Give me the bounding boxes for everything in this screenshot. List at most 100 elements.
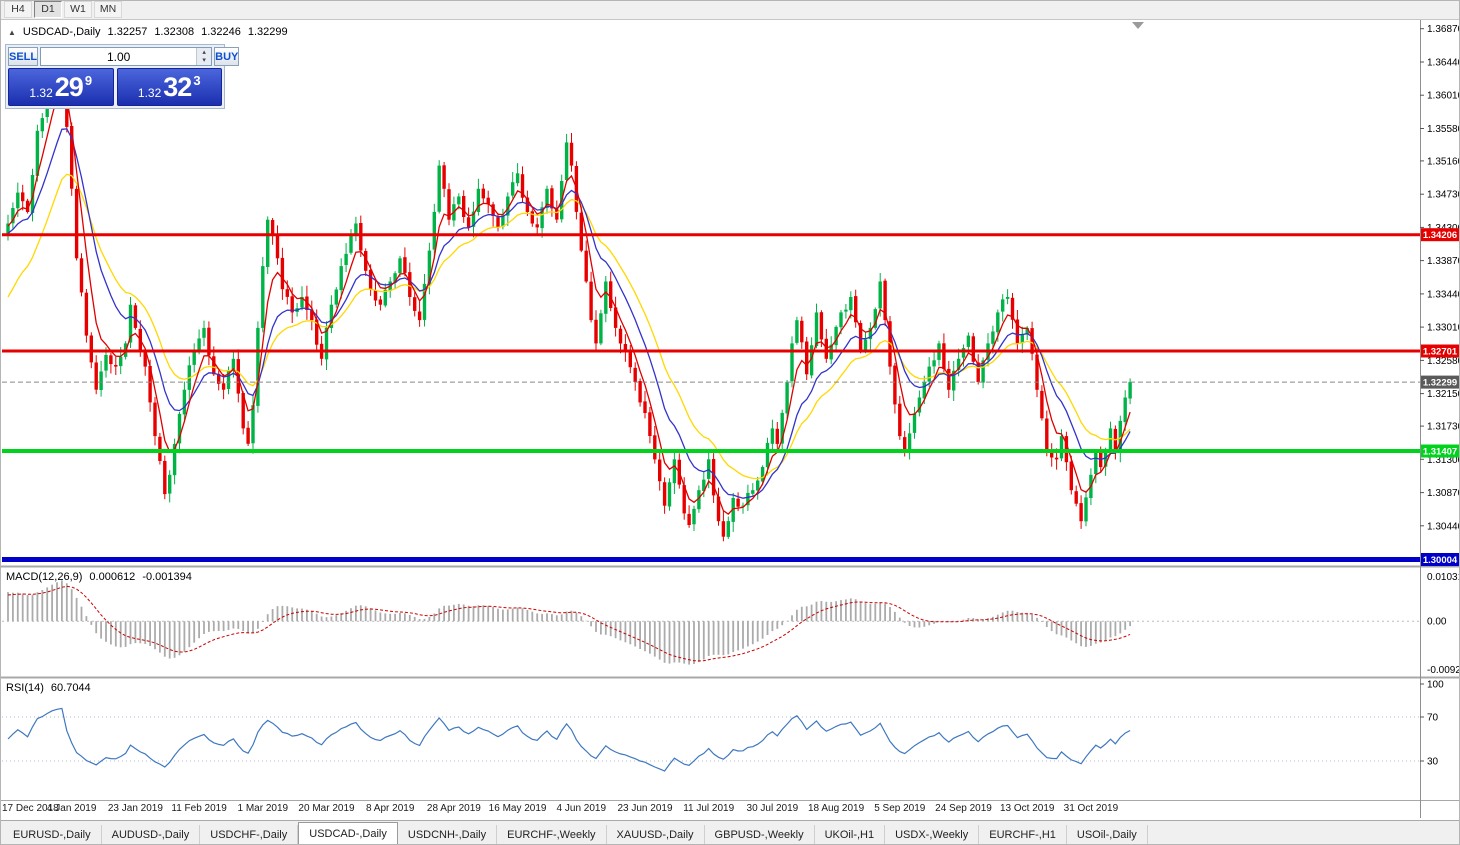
chart-tab-bar: EURUSD-,Daily AUDUSD-,Daily USDCHF-,Daily U… [0,820,1460,845]
price-tag-text: 1.30004 [1423,555,1458,566]
date-label: 4 Jan 2019 [47,803,97,814]
date-label: 17 Dec 2018 [2,803,59,814]
timeframe-toolbar: H4 D1 W1 MN [0,0,1460,20]
price-tag-1.32299 [1421,375,1459,389]
date-label: 24 Sep 2019 [935,803,992,814]
ohlc-high: 1.32308 [154,26,195,38]
price-axis-tick: 1.35580 [1427,124,1460,135]
sell-price-button[interactable]: 1.32 29 9 [8,68,114,106]
ohlc-low: 1.32246 [201,26,241,38]
price-axis-tick: 1.36870 [1427,24,1460,35]
chart-tab-ukoil-h1[interactable]: UKOil-,H1 [815,825,886,845]
chart-tab-xauusd-daily[interactable]: XAUUSD-,Daily [607,825,705,845]
rsi-label: RSI(14) 60.7044 [6,682,91,694]
price-axis-tick: 1.36010 [1427,91,1460,102]
sell-price-big: 29 [54,72,84,102]
price-axis-tick: 1.30440 [1427,521,1460,532]
price-tag-1.34206 [1421,228,1459,242]
macd-label: MACD(12,26,9) 0.000612 -0.001394 [6,571,192,583]
volume-down-button[interactable]: ▾ [197,56,212,65]
chart-tab-usoil-daily[interactable]: USOil-,Daily [1067,825,1148,845]
chart-tab-audusd-daily[interactable]: AUDUSD-,Daily [102,825,201,845]
price-axis-tick: 1.31300 [1427,455,1460,466]
rsi-value: 60.7044 [50,682,91,694]
moving-average-20 [7,173,1131,480]
price-axis-tick: 1.31730 [1427,422,1460,433]
price-tag-1.31407 [1421,444,1459,458]
date-label: 16 May 2019 [489,803,547,814]
rsi-axis-tick: 70 [1427,713,1439,724]
one-click-toggle-icon[interactable]: ▲ [8,27,16,37]
date-label: 5 Sep 2019 [874,803,926,814]
sell-button[interactable]: SELL [8,47,39,66]
volume-field: ▴ ▾ [40,47,213,66]
date-label: 11 Feb 2019 [171,803,227,814]
price-axis-tick: 1.33010 [1427,323,1460,334]
volume-spinner: ▴ ▾ [196,48,212,65]
price-axis-tick: 1.32580 [1427,356,1460,367]
symbol-header: ▲ USDCAD-,Daily 1.32257 1.32308 1.32246 … [8,26,288,38]
date-label: 1 Mar 2019 [238,803,289,814]
price-tag-text: 1.31407 [1423,447,1457,458]
one-click-trading-panel: SELL ▴ ▾ BUY 1.32 29 9 1.32 32 3 [5,44,240,109]
ohlc-close: 1.32299 [247,26,288,38]
chart-shift-marker[interactable] [1132,22,1144,29]
price-axis-tick: 1.30870 [1427,488,1460,499]
date-label: 18 Aug 2019 [808,803,865,814]
macd-name: MACD(12,26,9) [6,571,83,583]
price-axis-tick: 1.36440 [1427,58,1460,69]
date-label: 8 Apr 2019 [366,803,415,814]
price-tag-text: 1.32701 [1423,347,1458,358]
rsi-name: RSI(14) [6,682,44,694]
date-label: 23 Jan 2019 [108,803,163,814]
date-label: 28 Apr 2019 [427,803,481,814]
moving-average-12 [7,128,1131,499]
buy-button[interactable]: BUY [214,47,240,66]
timeframe-button-mn[interactable]: MN [94,1,122,18]
chart-tab-usdchf-daily[interactable]: USDCHF-,Daily [200,825,299,845]
chart-tab-eurchf-weekly[interactable]: EURCHF-,Weekly [497,825,607,845]
price-tag-text: 1.32299 [1423,378,1457,389]
chart-tab-eurusd-daily[interactable]: EURUSD-,Daily [3,825,102,845]
price-axis-tick: 1.35160 [1427,156,1460,167]
macd-signal-value: -0.001394 [142,571,192,583]
macd-axis-bottom: -0.009201 [1427,665,1460,676]
chart-tab-usdx-weekly[interactable]: USDX-,Weekly [885,825,980,845]
chart-tab-gbpusd-weekly[interactable]: GBPUSD-,Weekly [705,825,815,845]
rsi-line [7,707,1131,772]
ohlc-open: 1.32257 [107,26,148,38]
chart-background [0,20,1460,818]
macd-signal-line [7,585,1131,662]
timeframe-button-h4[interactable]: H4 [4,1,32,18]
buy-price-button[interactable]: 1.32 32 3 [116,68,222,106]
price-tag-1.32701 [1421,344,1459,358]
price-axis-tick: 1.34730 [1427,190,1460,201]
chart-tab-eurchf-h1[interactable]: EURCHF-,H1 [979,825,1067,845]
volume-input[interactable] [41,48,197,65]
date-label: 11 Jul 2019 [683,803,734,814]
price-axis-tick: 1.32150 [1427,389,1460,400]
sell-price-prefix: 1.32 [29,86,53,100]
volume-up-button[interactable]: ▴ [197,48,212,57]
price-tag-1.30004 [1421,553,1459,566]
price-axis-tick: 1.33440 [1427,289,1460,300]
chart-tab-usdcad-daily[interactable]: USDCAD-,Daily [298,822,398,845]
date-label: 4 Jun 2019 [557,803,607,814]
date-label: 23 Jun 2019 [617,803,672,814]
timeframe-button-d1[interactable]: D1 [34,1,62,18]
date-label: 31 Oct 2019 [1064,803,1119,814]
chart-tab-usdcnh-daily[interactable]: USDCNH-,Daily [398,825,498,845]
date-label: 13 Oct 2019 [1000,803,1055,814]
symbol-title: USDCAD-,Daily [22,26,101,38]
price-axis-tick: 1.33870 [1427,256,1460,267]
candles-layer [6,48,1132,542]
sell-price-sup: 9 [84,73,93,88]
timeframe-button-w1[interactable]: W1 [64,1,92,18]
date-label: 20 Mar 2019 [298,803,355,814]
macd-axis-top: 0.010311 [1427,572,1460,583]
macd-main-value: 0.000612 [89,571,136,583]
buy-price-sup: 3 [193,73,201,88]
moving-average-5 [7,80,1131,515]
date-label: 30 Jul 2019 [747,803,799,814]
